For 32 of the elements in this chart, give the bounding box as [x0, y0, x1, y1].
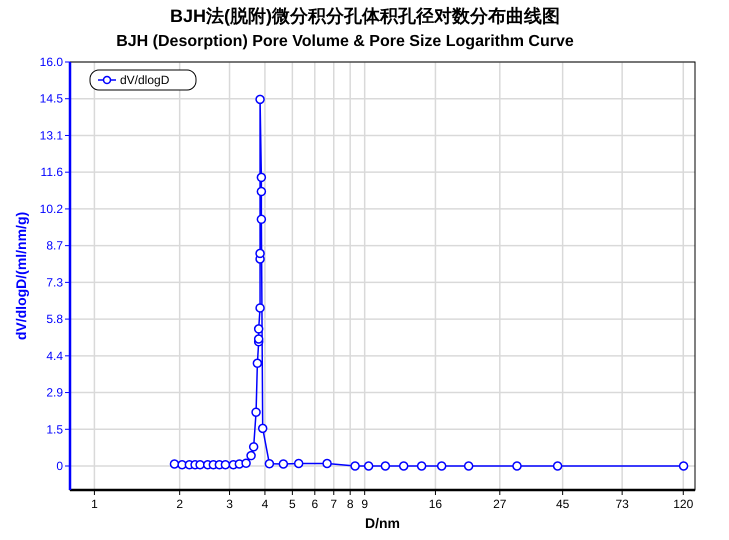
x-tick-label: 120	[673, 497, 694, 511]
legend-label: dV/dlogD	[120, 73, 170, 87]
y-axis-title: dV/dlogD/(ml/nm/g)	[13, 212, 29, 340]
legend: dV/dlogD	[90, 70, 196, 90]
y-tick-label: 7.3	[46, 275, 64, 290]
y-tick-label: 14.5	[40, 92, 64, 106]
y-tick-label: 0	[56, 459, 64, 474]
x-tick-label: 2	[176, 497, 184, 511]
chart-subtitle: BJH (Desorption) Pore Volume & Pore Size Logarithm Curve	[116, 33, 574, 50]
x-tick-label: 6	[311, 497, 318, 511]
y-tick-label: 5.8	[46, 312, 64, 326]
y-tick-label: 2.9	[46, 386, 64, 400]
y-tick-label: 1.5	[46, 422, 64, 436]
y-tick-label: 13.1	[40, 128, 64, 142]
y-tick-label: 4.4	[46, 348, 64, 363]
x-tick-label: 45	[556, 497, 570, 511]
x-tick-label: 8	[346, 497, 354, 511]
x-tick-label: 9	[361, 497, 368, 511]
y-tick-label: 8.7	[46, 238, 64, 253]
x-tick-label: 16	[428, 497, 442, 511]
x-tick-label: 7	[330, 497, 338, 511]
x-tick-label: 73	[615, 497, 630, 511]
y-tick-label: 16.0	[40, 55, 64, 69]
x-tick-label: 4	[262, 497, 269, 511]
x-tick-label: 1	[91, 497, 98, 511]
chart-title: BJH法(脱附)微分积分孔体积孔径对数分布曲线图	[170, 6, 560, 26]
y-tick-label: 10.2	[40, 202, 64, 216]
x-tick-label: 3	[226, 497, 234, 511]
x-tick-label: 5	[289, 497, 296, 511]
y-tick-label: 11.6	[40, 165, 64, 180]
x-axis-title: D/nm	[365, 515, 400, 531]
x-tick-label: 27	[493, 497, 507, 511]
